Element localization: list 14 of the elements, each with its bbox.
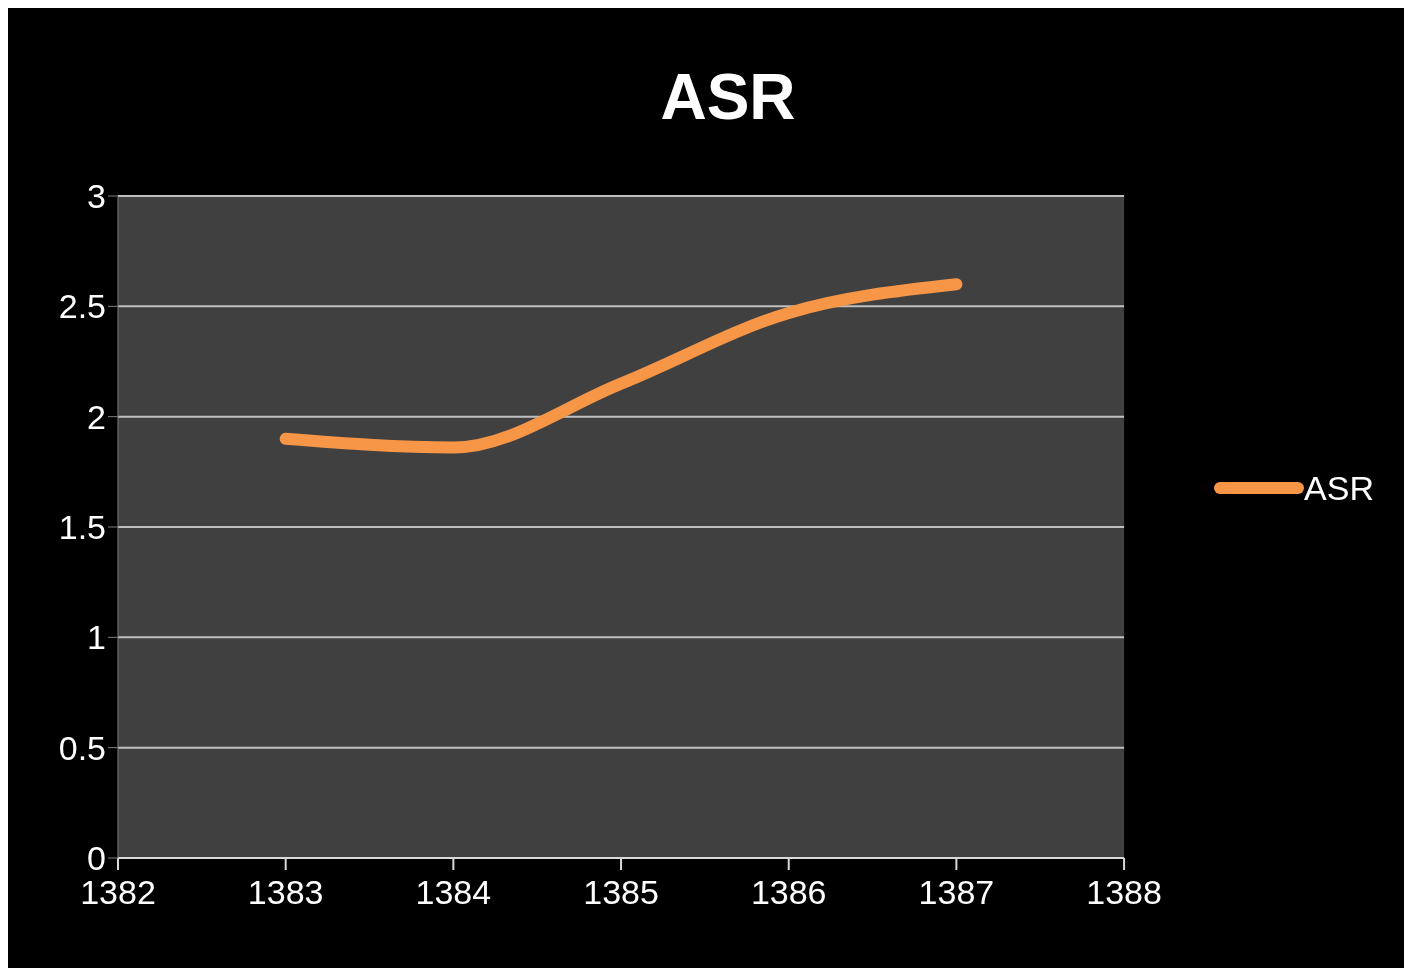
y-tick-label: 2 xyxy=(87,397,106,436)
chart-title: ASR xyxy=(659,60,797,134)
x-tick-label: 1388 xyxy=(1086,873,1162,912)
y-tick-label: 1 xyxy=(87,618,106,657)
x-tick-label: 1384 xyxy=(415,873,492,912)
y-tick-label: 1.5 xyxy=(58,508,106,547)
x-tick-label: 1385 xyxy=(583,873,659,912)
y-tick-label: 3 xyxy=(87,177,106,216)
x-tick-label: 1387 xyxy=(918,873,995,912)
x-tick-label: 1386 xyxy=(750,873,827,912)
y-tick-label: 2.5 xyxy=(58,287,106,326)
x-tick-label: 1383 xyxy=(247,873,324,912)
legend-label: ASR xyxy=(1304,468,1374,508)
y-tick-label: 0.5 xyxy=(58,728,106,767)
